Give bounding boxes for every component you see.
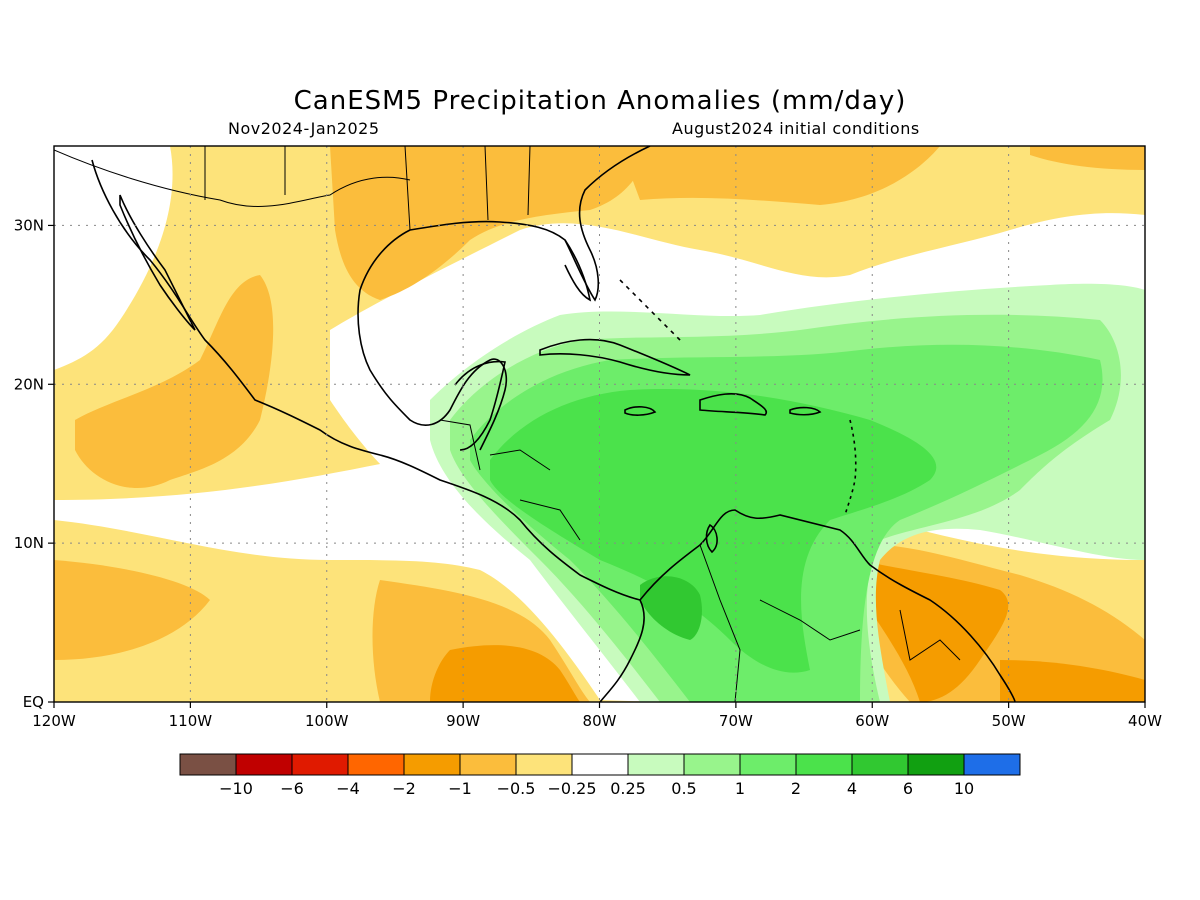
florida [564,239,592,302]
political-borders [54,146,961,702]
anomaly-shading [54,146,1145,702]
colorbar-label: 10 [954,779,974,798]
jamaica [624,406,657,416]
lon-tick-label: 70W [719,712,753,730]
south-america-borders [699,544,961,702]
shade-dry-gulf-north [330,146,650,300]
colorbar: −10 −6 −4 −2 −1 −0.5 −0.25 0.25 0.5 1 2 4 6 10 [179,753,1021,798]
lat-tick-label: 20N [14,375,44,393]
shade-dry-atlantic-north [620,146,940,205]
colorbar-swatch [739,753,797,776]
colorbar-label: 4 [847,779,857,798]
us-state-borders [204,146,531,231]
forecast-period: Nov2024-Jan2025 [228,119,380,138]
lon-tick-label: 60W [855,712,889,730]
lon-tick-label: 110W [169,712,213,730]
colorbar-swatch [795,753,853,776]
shade-dry-guianas-inner [858,560,1009,702]
lake-maracaibo [705,523,718,554]
colorbar-label: −1 [448,779,472,798]
shade-dry-atlantic-ne [1030,146,1145,170]
shade-dry-atlantic-eq [1000,660,1145,702]
lon-tick-label: 90W [446,712,480,730]
puerto-rico [789,406,822,416]
colorbar-swatch [571,753,629,776]
shade-dry-pacific-north [75,275,274,489]
colorbar-label: 0.5 [671,779,696,798]
colorbar-label: 0.25 [610,779,646,798]
chart-title: CanESM5 Precipitation Anomalies (mm/day) [293,86,907,116]
coastlines [91,146,1016,702]
colorbar-swatch [515,753,573,776]
shade-neutral-mexico-west [54,146,173,370]
shade-dry-pacific-south [54,560,210,660]
colorbar-swatch [963,753,1021,776]
lat-tick-label: EQ [23,693,44,711]
us-mexico-border [54,149,411,207]
us-gulf-coast [409,146,651,302]
colorbar-swatch [291,753,349,776]
colorbar-swatch [851,753,909,776]
colorbar-swatch [403,753,461,776]
colorbar-swatch [179,753,237,776]
initial-conditions: August2024 initial conditions [672,119,920,138]
colorbar-label: −0.25 [547,779,596,798]
colorbar-label: −10 [219,779,253,798]
pacific-coastline [91,159,645,702]
colorbar-label: 6 [903,779,913,798]
colorbar-label: 2 [791,779,801,798]
lon-tick-label: 80W [583,712,617,730]
lon-tick-label: 50W [992,712,1026,730]
gulf-coastline [357,229,508,451]
graticule [54,146,1145,702]
colorbar-swatch [347,753,405,776]
colorbar-swatch [459,753,517,776]
colorbar-label: −2 [392,779,416,798]
hispaniola [699,392,768,416]
yucatan [454,360,506,451]
lon-tick-label: 40W [1128,712,1162,730]
lon-tick-label: 120W [32,712,76,730]
lon-tick-label: 100W [305,712,349,730]
shade-wet-4 [640,576,702,640]
colorbar-swatch [235,753,293,776]
colorbar-label: −6 [280,779,304,798]
lat-tick-label: 30N [14,216,44,234]
central-america-borders [439,419,581,541]
baja-california [119,194,196,331]
colorbar-label: −0.5 [497,779,536,798]
shade-wet-2 [490,389,937,673]
cuba [539,338,691,376]
colorbar-label: −4 [336,779,360,798]
colorbar-label: 1 [735,779,745,798]
colorbar-swatch [907,753,965,776]
lat-tick-label: 10N [14,534,44,552]
shade-dry-pacific-eq [430,645,580,702]
colorbar-swatch [683,753,741,776]
colorbar-swatch [627,753,685,776]
axis-ticks: 120W 110W 100W 90W 80W 70W 60W 50W 40W 30N 20N 10N E… [14,216,1162,730]
